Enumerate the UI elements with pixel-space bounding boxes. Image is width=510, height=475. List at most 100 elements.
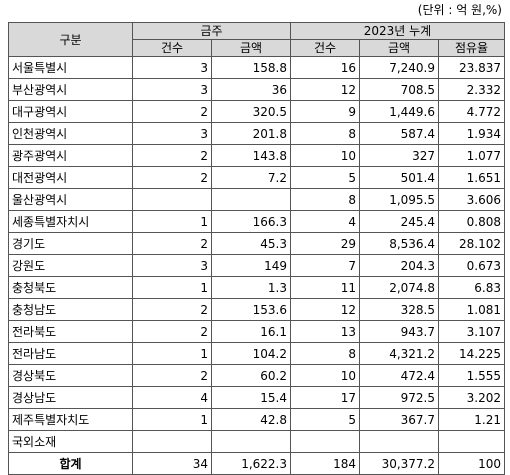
table-row: 경기도 2 45.3 29 8,536.4 28.102 xyxy=(8,232,505,255)
cell-region: 강원도 xyxy=(8,254,133,277)
cell-cum-count: 184 xyxy=(290,452,360,475)
table-row: 전라북도 2 16.1 13 943.7 3.107 xyxy=(8,320,505,343)
cell-week-count: 4 xyxy=(132,386,212,409)
cell-share: 2.332 xyxy=(438,78,505,101)
cell-week-amount: 42.8 xyxy=(211,408,291,431)
cell-region: 경상북도 xyxy=(8,364,133,387)
cell-cum-count: 12 xyxy=(290,298,360,321)
cell-share: 28.102 xyxy=(438,232,505,255)
cell-region: 부산광역시 xyxy=(8,78,133,101)
cell-share: 1.21 xyxy=(438,408,505,431)
cell-week-amount: 36 xyxy=(211,78,291,101)
cell-region: 경상남도 xyxy=(8,386,133,409)
cell-cum-count xyxy=(290,430,360,453)
table-row: 경상남도 4 15.4 17 972.5 3.202 xyxy=(8,386,505,409)
cell-share: 1.934 xyxy=(438,122,505,145)
cell-cum-amount xyxy=(359,430,439,453)
cell-week-amount: 104.2 xyxy=(211,342,291,365)
cell-week-amount xyxy=(211,430,291,453)
cell-cum-count: 10 xyxy=(290,144,360,167)
cell-region: 광주광역시 xyxy=(8,144,133,167)
cell-share: 23.837 xyxy=(438,56,505,79)
cell-share: 3.606 xyxy=(438,188,505,211)
cell-cum-count: 12 xyxy=(290,78,360,101)
cell-share: 0.808 xyxy=(438,210,505,233)
cell-week-count: 1 xyxy=(132,210,212,233)
cell-share: 3.107 xyxy=(438,320,505,343)
cell-cum-amount: 2,074.8 xyxy=(359,276,439,299)
cell-week-amount: 158.8 xyxy=(211,56,291,79)
cell-share: 4.772 xyxy=(438,100,505,123)
cell-share: 1.651 xyxy=(438,166,505,189)
cell-cum-amount: 1,449.6 xyxy=(359,100,439,123)
cell-cum-amount: 587.4 xyxy=(359,122,439,145)
cell-week-amount: 166.3 xyxy=(211,210,291,233)
cell-cum-amount: 328.5 xyxy=(359,298,439,321)
table-header: 구분 금주 2023년 누계 건수 금액 건수 금액 점유율 xyxy=(8,22,505,57)
cell-cum-amount: 4,321.2 xyxy=(359,342,439,365)
cell-week-count: 2 xyxy=(132,364,212,387)
cell-cum-amount: 327 xyxy=(359,144,439,167)
cell-cum-amount: 501.4 xyxy=(359,166,439,189)
cell-week-count: 1 xyxy=(132,342,212,365)
header-share: 점유율 xyxy=(438,39,505,57)
cell-cum-count: 8 xyxy=(290,188,360,211)
cell-cum-count: 7 xyxy=(290,254,360,277)
total-row: 합계 34 1,622.3 184 30,377.2 100 xyxy=(8,452,505,475)
regional-stats-table: 구분 금주 2023년 누계 건수 금액 건수 금액 점유율 서울특별시 3 158… xyxy=(8,22,505,475)
cell-region: 합계 xyxy=(8,452,133,475)
cell-cum-count: 29 xyxy=(290,232,360,255)
cell-cum-amount: 7,240.9 xyxy=(359,56,439,79)
cell-region: 세종특별자치시 xyxy=(8,210,133,233)
cell-week-count: 1 xyxy=(132,408,212,431)
cell-share: 0.673 xyxy=(438,254,505,277)
cell-region: 경기도 xyxy=(8,232,133,255)
cell-share: 1.077 xyxy=(438,144,505,167)
table-row: 제주특별자치도 1 42.8 5 367.7 1.21 xyxy=(8,408,505,431)
table-row: 인천광역시 3 201.8 8 587.4 1.934 xyxy=(8,122,505,145)
cell-week-amount: 60.2 xyxy=(211,364,291,387)
table-row: 대전광역시 2 7.2 5 501.4 1.651 xyxy=(8,166,505,189)
cell-cum-amount: 367.7 xyxy=(359,408,439,431)
cell-week-count: 2 xyxy=(132,298,212,321)
header-cum-amount: 금액 xyxy=(359,39,439,57)
cell-cum-count: 5 xyxy=(290,408,360,431)
cell-week-amount: 149 xyxy=(211,254,291,277)
cell-week-count: 1 xyxy=(132,276,212,299)
cell-cum-amount: 708.5 xyxy=(359,78,439,101)
cell-region: 국외소재 xyxy=(8,430,133,453)
cell-week-count xyxy=(132,188,212,211)
unit-note: (단위 : 억 원,%) xyxy=(417,3,502,17)
table-row: 강원도 3 149 7 204.3 0.673 xyxy=(8,254,505,277)
cell-share: 3.202 xyxy=(438,386,505,409)
cell-cum-amount: 472.4 xyxy=(359,364,439,387)
cell-share: 14.225 xyxy=(438,342,505,365)
cell-week-amount: 16.1 xyxy=(211,320,291,343)
cell-region: 제주특별자치도 xyxy=(8,408,133,431)
cell-region: 전라북도 xyxy=(8,320,133,343)
header-week-count: 건수 xyxy=(132,39,212,57)
table-row: 경상북도 2 60.2 10 472.4 1.555 xyxy=(8,364,505,387)
cell-cum-count: 8 xyxy=(290,122,360,145)
table-row: 부산광역시 3 36 12 708.5 2.332 xyxy=(8,78,505,101)
cell-share: 1.555 xyxy=(438,364,505,387)
cell-week-amount: 143.8 xyxy=(211,144,291,167)
table-row: 울산광역시 8 1,095.5 3.606 xyxy=(8,188,505,211)
cell-cum-amount: 8,536.4 xyxy=(359,232,439,255)
cell-week-amount: 7.2 xyxy=(211,166,291,189)
cell-cum-count: 8 xyxy=(290,342,360,365)
cell-cum-count: 16 xyxy=(290,56,360,79)
cell-cum-count: 13 xyxy=(290,320,360,343)
cell-week-count: 34 xyxy=(132,452,212,475)
cell-region: 대전광역시 xyxy=(8,166,133,189)
cell-week-count: 2 xyxy=(132,166,212,189)
table-body: 서울특별시 3 158.8 16 7,240.9 23.837 부산광역시 3 36 12 708.… xyxy=(8,56,505,475)
table-row: 대구광역시 2 320.5 9 1,449.6 4.772 xyxy=(8,100,505,123)
cell-region: 인천광역시 xyxy=(8,122,133,145)
header-week-group: 금주 xyxy=(132,22,291,40)
cell-region: 충청북도 xyxy=(8,276,133,299)
cell-week-count: 3 xyxy=(132,122,212,145)
cell-week-amount xyxy=(211,188,291,211)
cell-cum-count: 9 xyxy=(290,100,360,123)
cell-week-count: 3 xyxy=(132,56,212,79)
